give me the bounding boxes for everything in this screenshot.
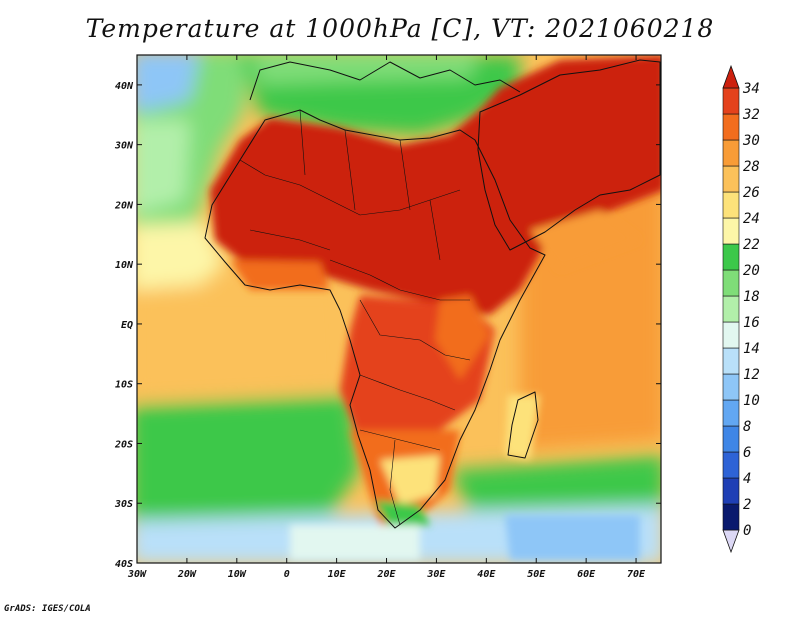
colorbar-bin [722,451,740,479]
colorbar-bin [722,191,740,219]
longitude-axis: 30W 20W 10W 0 10E 20E 30E 40E 50E 60E 70E [127,55,646,580]
lat-tick-label: 30S [114,499,133,510]
colorbar-level-label: 12 [743,367,760,383]
plot-frame [136,54,662,564]
field-atlantic-northwest [137,55,199,110]
field-south-cold-pool [505,515,640,560]
lon-tick-label: 40E [477,569,496,580]
map-title: Temperature at 1000hPa [C], VT: 20210602… [85,14,715,43]
coastline-arabia [477,59,661,251]
field-atlantic-midlat [137,120,190,214]
field-north-mid-indian [530,210,640,270]
colorbar-level-label: 6 [743,445,751,461]
field-cape [375,500,430,530]
lon-tick-label: 10E [328,569,347,580]
colorbar-extend-low [722,529,740,554]
lat-tick-label: 30N [114,141,134,152]
colorbar-level-label: 8 [743,419,751,435]
colorbar-level-label: 16 [743,315,760,331]
field-gulf-guinea-coast [230,260,330,290]
lat-tick-label: 20S [114,439,133,450]
colorbar-bin [722,269,740,297]
field-south-atlantic [137,395,360,520]
colorbar-bin [722,87,740,115]
lat-tick-label: 20N [114,200,134,211]
field-kalahari [380,455,440,505]
colorbar-bin [722,347,740,375]
lon-tick-label: 70E [627,569,646,580]
colorbar-level-label: 26 [743,185,760,201]
coastline-africa [204,109,546,529]
lat-tick-label: 10N [115,260,134,271]
colorbar-bin [722,139,740,167]
colorbar-level-label: 24 [743,211,760,227]
colorbar-level-label: 34 [742,81,760,97]
field-madagascar [505,395,540,460]
coastline-madagascar [507,391,539,459]
lon-tick-label: 20W [177,569,197,580]
coastline-europe [249,61,521,101]
lon-tick-label: 30E [426,569,446,580]
colorbar-bin [722,321,740,349]
colorbar-bin [722,295,740,323]
colorbar-level-label: 22 [743,237,760,253]
field-atlantic-eq [137,290,345,400]
colorbar-level-label: 30 [742,133,760,149]
colorbar-level-label: 20 [743,263,760,279]
lon-tick-label: 0 [284,569,290,580]
colorbar-bin [722,217,740,245]
colorbar-bin [722,503,740,531]
coastlines [204,59,661,529]
colorbar-level-label: 10 [743,393,760,409]
lon-tick-label: 10W [228,569,247,580]
colorbar-extend-high [722,64,740,89]
colorbar-level-label: 4 [743,471,751,487]
temperature-field [137,55,661,563]
field-atlantic-trop [137,222,225,290]
colorbar-level-label: 14 [743,341,760,357]
colorbar-bin [722,373,740,401]
colorbar-level-label: 28 [743,159,760,175]
lon-tick-label: 30W [127,569,147,580]
field-atlantic-cold-pool [290,525,420,560]
colorbar-bin [722,165,740,193]
lon-tick-label: 20E [376,569,396,580]
colorbar-level-label: 32 [742,107,760,123]
field-east-africa-highlands [435,295,490,380]
field-south-indian [450,455,661,510]
colorbar-bin [722,113,740,141]
lon-tick-label: 50E [527,569,546,580]
lat-tick-label: 40S [115,559,133,570]
lat-tick-label: 40N [115,81,134,92]
colorbar-bin [722,477,740,505]
field-sahara-hot [210,55,661,315]
colorbar-level-label: 18 [743,289,760,305]
colorbar-bin [722,243,740,271]
country-borders [239,109,471,526]
colorbar-bin [722,425,740,453]
lon-tick-label: 60E [577,569,596,580]
colorbar-bin [722,399,740,427]
software-credit: GrADS: IGES/COLA [4,604,91,614]
colorbar-level-label: 2 [743,497,751,513]
lat-tick-label: EQ [121,320,133,331]
colorbar-level-label: 0 [743,523,751,539]
lat-tick-label: 10S [115,380,133,391]
latitude-axis: 40N 30N 20N 10N EQ 10S 20S 30S 40S [114,81,661,570]
